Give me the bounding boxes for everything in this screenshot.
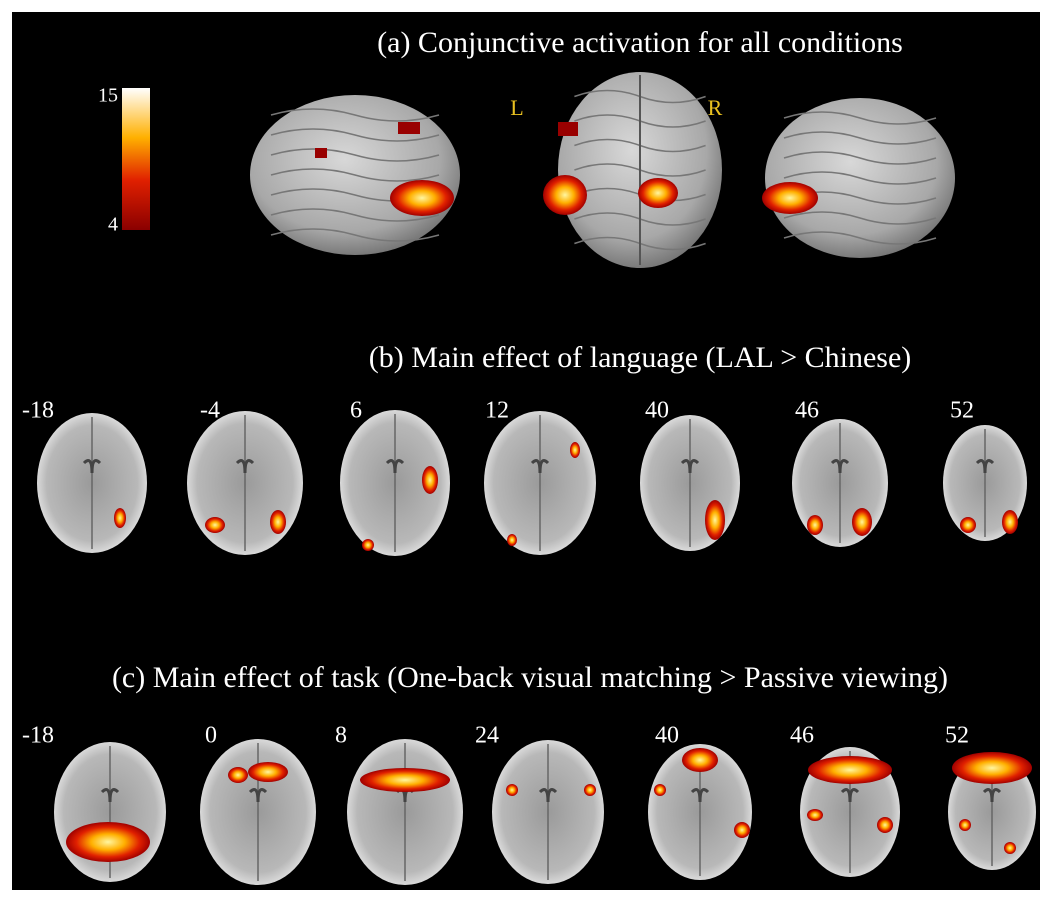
activation bbox=[1002, 510, 1018, 534]
activation bbox=[205, 517, 225, 533]
activation bbox=[762, 182, 818, 214]
slice-label: -18 bbox=[22, 398, 54, 424]
colorbar-min: 4 bbox=[108, 214, 118, 236]
slice-label: 24 bbox=[475, 723, 499, 749]
activation bbox=[877, 817, 893, 833]
activation bbox=[584, 784, 596, 796]
activation bbox=[270, 510, 286, 534]
slice-label: 46 bbox=[795, 398, 819, 424]
slice-label: 0 bbox=[205, 723, 217, 749]
activation bbox=[952, 752, 1032, 784]
activation bbox=[570, 442, 580, 458]
activation bbox=[390, 180, 454, 216]
activation bbox=[852, 508, 872, 536]
activation bbox=[543, 175, 587, 215]
hemisphere-label: R bbox=[708, 95, 723, 120]
activation bbox=[682, 748, 718, 772]
slice-label: 40 bbox=[645, 398, 669, 424]
panel-title: (a) Conjunctive activation for all condi… bbox=[377, 26, 903, 59]
colorbar bbox=[122, 88, 150, 230]
activation bbox=[506, 784, 518, 796]
slice-label: 52 bbox=[945, 723, 969, 749]
slice-label: -18 bbox=[22, 723, 54, 749]
activation bbox=[248, 762, 288, 782]
slice-label: 8 bbox=[335, 723, 347, 749]
activation bbox=[1004, 842, 1016, 854]
activation bbox=[734, 822, 750, 838]
activation bbox=[960, 517, 976, 533]
activation bbox=[558, 122, 578, 136]
panel-title: (c) Main effect of task (One-back visual… bbox=[112, 661, 948, 694]
activation bbox=[654, 784, 666, 796]
slice-label: 40 bbox=[655, 723, 679, 749]
figure: 15 4 (a) Conjunctive activation for all … bbox=[0, 0, 1053, 903]
activation bbox=[807, 515, 823, 535]
colorbar-max: 15 bbox=[98, 85, 118, 107]
activation bbox=[507, 534, 517, 546]
activation bbox=[422, 466, 438, 494]
activation bbox=[807, 809, 823, 821]
slice-label: 46 bbox=[790, 723, 814, 749]
activation bbox=[66, 822, 150, 862]
slice-label: 6 bbox=[350, 398, 362, 424]
hemisphere-label: L bbox=[510, 95, 523, 120]
activation bbox=[315, 148, 327, 158]
activation bbox=[398, 122, 420, 134]
slice-label: 12 bbox=[485, 398, 509, 424]
activation bbox=[228, 767, 248, 783]
activation bbox=[808, 756, 892, 784]
panel-title: (b) Main effect of language (LAL > Chine… bbox=[369, 341, 912, 374]
activation bbox=[638, 178, 678, 208]
activation bbox=[360, 768, 450, 792]
slice-label: -4 bbox=[200, 398, 220, 424]
activation bbox=[362, 539, 374, 551]
activation bbox=[705, 500, 725, 540]
slice-label: 52 bbox=[950, 398, 974, 424]
activation bbox=[114, 508, 126, 528]
activation bbox=[959, 819, 971, 831]
